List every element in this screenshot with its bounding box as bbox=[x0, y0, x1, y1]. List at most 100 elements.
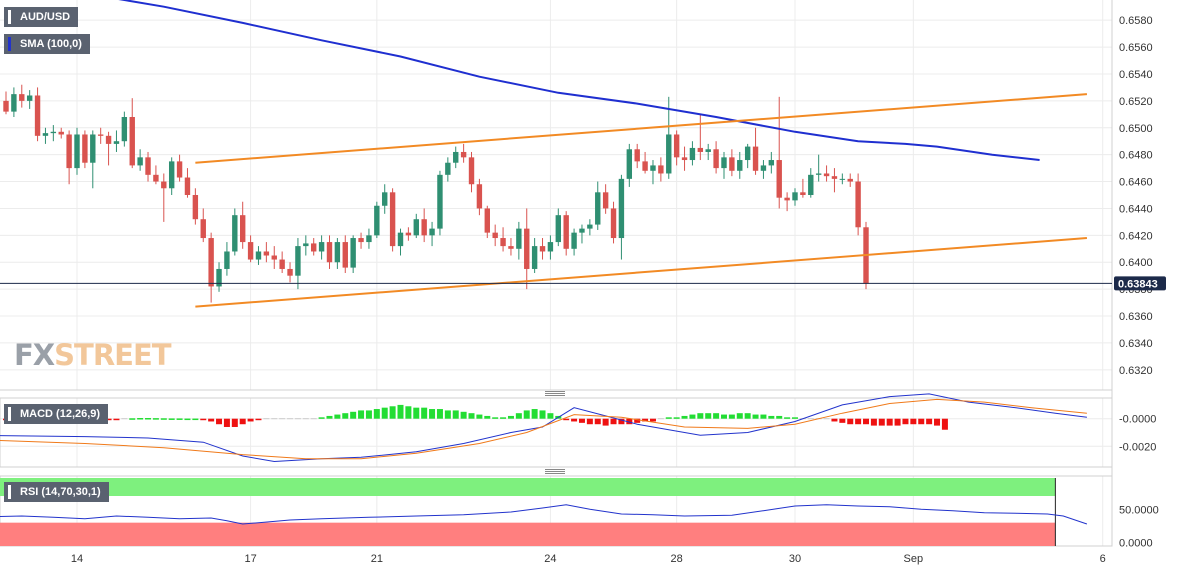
rsi-tick-label: 50.0000 bbox=[1119, 504, 1159, 516]
price-tick-label: 0.6540 bbox=[1119, 69, 1153, 81]
macd-histogram-bar bbox=[365, 410, 372, 419]
macd-histogram-bar bbox=[594, 418, 601, 425]
candle-body bbox=[129, 117, 135, 166]
price-tick-label: 0.6480 bbox=[1119, 150, 1153, 162]
sma-legend-label[interactable]: SMA (100,0) bbox=[4, 34, 90, 54]
macd-histogram-bar bbox=[720, 414, 727, 419]
macd-histogram-bar bbox=[760, 414, 767, 419]
macd-histogram-bar bbox=[184, 418, 191, 421]
macd-histogram-bar bbox=[626, 418, 633, 425]
candle-body bbox=[571, 232, 577, 249]
macd-histogram-bar bbox=[610, 418, 617, 425]
macd-histogram-bar bbox=[500, 417, 507, 419]
macd-panel bbox=[0, 393, 1087, 463]
candle-body bbox=[650, 165, 656, 171]
macd-legend-label[interactable]: MACD (12,26,9) bbox=[4, 404, 109, 424]
candle-body bbox=[121, 117, 128, 142]
macd-histogram-bar bbox=[634, 418, 641, 423]
pair-label[interactable]: AUD/USD bbox=[4, 7, 79, 27]
candle-body bbox=[468, 157, 475, 185]
candle-body bbox=[405, 232, 412, 236]
channel-lower-line bbox=[195, 237, 1088, 308]
candle-body bbox=[808, 174, 814, 195]
macd-histogram-bar bbox=[168, 418, 175, 420]
macd-histogram-bar bbox=[523, 410, 530, 419]
candle-body bbox=[500, 238, 506, 247]
candle-body bbox=[97, 134, 104, 136]
macd-histogram-bar bbox=[531, 409, 538, 419]
macd-histogram-bar bbox=[318, 417, 325, 419]
candle-body bbox=[389, 192, 396, 247]
candle-body bbox=[737, 160, 743, 171]
candle-body bbox=[350, 238, 356, 268]
macd-histogram-bar bbox=[673, 417, 680, 419]
macd-histogram-bar bbox=[342, 413, 349, 419]
price-overlays bbox=[0, 0, 1112, 308]
macd-histogram-bar bbox=[460, 411, 467, 419]
candle-body bbox=[271, 255, 277, 260]
price-tick-label: 0.6500 bbox=[1119, 123, 1153, 135]
rsi-panel-resize-handle[interactable] bbox=[545, 469, 565, 474]
macd-histogram-bar bbox=[468, 413, 475, 419]
candle-body bbox=[610, 208, 617, 239]
macd-histogram-bar bbox=[129, 418, 136, 420]
candle-body bbox=[658, 165, 664, 174]
macd-histogram-bar bbox=[839, 418, 846, 423]
macd-histogram-bar bbox=[476, 414, 483, 419]
candle-body bbox=[563, 215, 569, 249]
macd-histogram-bar bbox=[768, 415, 775, 419]
macd-histogram-bar bbox=[310, 418, 317, 420]
macd-signal-line bbox=[0, 398, 1087, 460]
price-tick-label: 0.6560 bbox=[1119, 42, 1153, 54]
macd-histogram-bar bbox=[578, 418, 585, 423]
price-tick-label: 0.6360 bbox=[1119, 311, 1153, 323]
price-tick-label: 0.6400 bbox=[1119, 257, 1153, 269]
candle-body bbox=[413, 219, 419, 236]
candle-body bbox=[397, 232, 404, 247]
candle-body bbox=[602, 192, 609, 209]
candle-body bbox=[815, 173, 822, 175]
macd-panel-resize-handle[interactable] bbox=[545, 391, 565, 396]
macd-panel-frame bbox=[0, 397, 1113, 468]
macd-histogram-bar bbox=[192, 418, 199, 421]
candle-body bbox=[705, 149, 711, 152]
candle-body bbox=[831, 176, 838, 179]
candle-body bbox=[460, 151, 467, 158]
time-tick-label: 17 bbox=[244, 553, 256, 565]
candle-body bbox=[82, 134, 88, 163]
candle-body bbox=[318, 242, 325, 252]
macd-histogram-bar bbox=[823, 418, 830, 420]
macd-histogram-bar bbox=[902, 418, 909, 425]
rsi-overbought-band bbox=[0, 478, 1056, 496]
candle-body bbox=[161, 181, 167, 189]
candle-body bbox=[137, 157, 143, 166]
price-tick-label: 0.6320 bbox=[1119, 365, 1153, 377]
macd-histogram-bar bbox=[886, 418, 893, 426]
rsi-oversold-band bbox=[0, 522, 1056, 546]
macd-histogram-bar bbox=[247, 418, 254, 422]
candle-body bbox=[800, 192, 806, 195]
macd-histogram-bar bbox=[792, 417, 798, 419]
macd-histogram-bar bbox=[176, 418, 183, 420]
macd-histogram-bar bbox=[870, 418, 877, 426]
macd-histogram-bar bbox=[571, 418, 578, 422]
rsi-legend-label[interactable]: RSI (14,70,30,1) bbox=[4, 482, 109, 502]
candle-body bbox=[713, 149, 719, 169]
candle-body bbox=[19, 94, 25, 101]
macd-histogram-bar bbox=[405, 406, 412, 419]
macd-histogram-bar bbox=[918, 418, 925, 425]
candle-body bbox=[200, 219, 206, 239]
fxstreet-logo: FXSTREET bbox=[14, 338, 172, 372]
candle-body bbox=[587, 224, 593, 229]
candle-body bbox=[176, 161, 183, 178]
candle-body bbox=[374, 205, 380, 236]
macd-histogram-bar bbox=[271, 418, 278, 420]
candle-body bbox=[531, 246, 538, 269]
time-tick-label: 30 bbox=[789, 553, 801, 565]
candle-body bbox=[113, 141, 120, 144]
time-tick-label: 6 bbox=[1100, 553, 1106, 565]
candle-body bbox=[847, 178, 853, 182]
candle-body bbox=[50, 131, 57, 134]
candle-body bbox=[555, 215, 561, 243]
candle-body bbox=[34, 95, 41, 136]
